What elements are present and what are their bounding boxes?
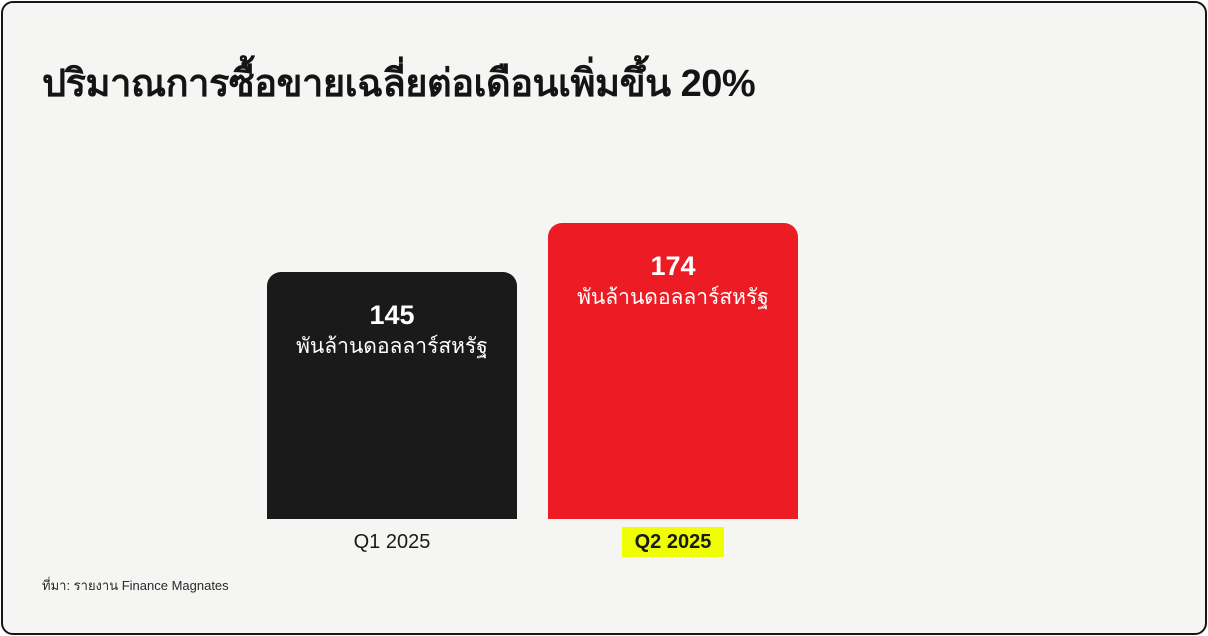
bar-chart: 145 พันล้านดอลลาร์สหรัฐ Q1 2025 174 พันล… <box>267 223 798 557</box>
bar-value-q1-2025: 145 <box>369 300 415 330</box>
bar-q1-2025: 145 พันล้านดอลลาร์สหรัฐ <box>267 272 517 519</box>
bar-value-q2-2025: 174 <box>650 251 696 281</box>
bar-group-q2-2025: 174 พันล้านดอลลาร์สหรัฐ Q2 2025 <box>548 223 798 557</box>
axis-label-q2-2025: Q2 2025 <box>621 527 725 557</box>
bar-unit-q2-2025: พันล้านดอลลาร์สหรัฐ <box>577 286 769 310</box>
source-note: ที่มา: รายงาน Finance Magnates <box>42 578 229 593</box>
axis-label-q1-2025: Q1 2025 <box>353 531 431 553</box>
bar-group-q1-2025: 145 พันล้านดอลลาร์สหรัฐ Q1 2025 <box>267 272 517 557</box>
axis-label-row-q2: Q2 2025 <box>621 527 725 557</box>
axis-label-row-q1: Q1 2025 <box>352 527 433 557</box>
page-title: ปริมาณการซื้อขายเฉลี่ยต่อเดือนเพิ่มขึ้น … <box>42 63 756 105</box>
bar-unit-q1-2025: พันล้านดอลลาร์สหรัฐ <box>296 335 488 359</box>
bar-q2-2025: 174 พันล้านดอลลาร์สหรัฐ <box>548 223 798 519</box>
